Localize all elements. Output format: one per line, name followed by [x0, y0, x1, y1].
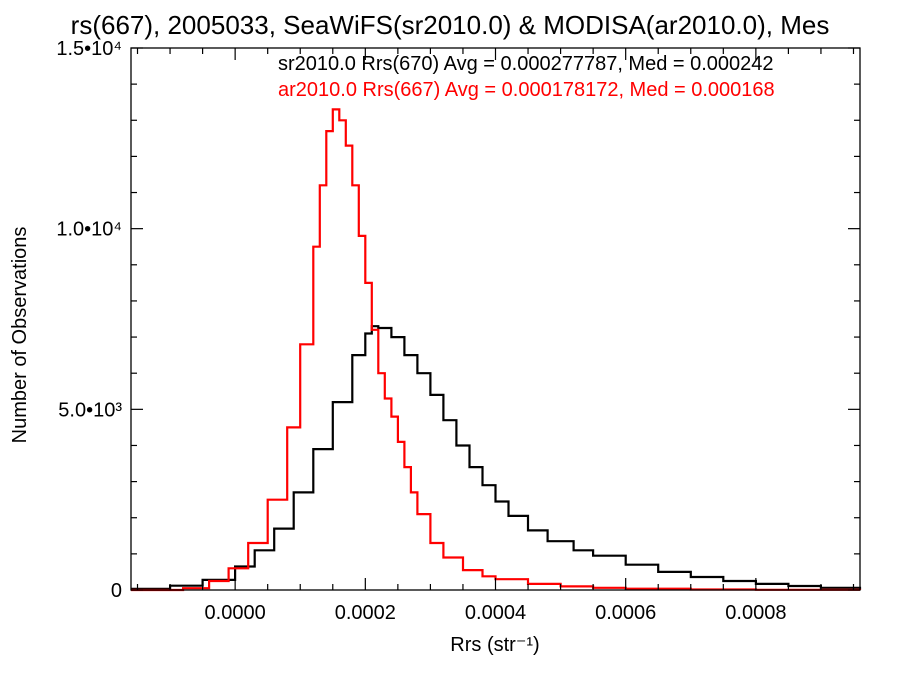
- x-tick-label: 0.0008: [725, 602, 786, 624]
- x-axis-ticks: 0.0000 0.0002 0.0004 0.0006 0.0008: [136, 48, 855, 624]
- chart-title: rs(667), 2005033, SeaWiFS(sr2010.0) & MO…: [71, 10, 830, 40]
- y-axis-ticks: 0 5.0•10³ 1.0•10⁴ 1.5•10⁴: [56, 38, 860, 602]
- x-axis-label: Rrs (str⁻¹): [450, 634, 539, 656]
- x-tick-label: 0.0006: [595, 602, 656, 624]
- y-axis-label: Number of Observations: [9, 227, 31, 444]
- legend: sr2010.0 Rrs(670) Avg = 0.000277787, Med…: [278, 53, 775, 101]
- series-line-2: [131, 108, 862, 592]
- plot-series: [131, 108, 862, 592]
- y-tick-label: 1.5•10⁴: [56, 38, 122, 60]
- x-tick-label: 0.0004: [465, 602, 526, 624]
- y-tick-label: 5.0•10³: [58, 399, 122, 421]
- series-line-1: [131, 325, 862, 590]
- legend-entry-1: sr2010.0 Rrs(670) Avg = 0.000277787, Med…: [278, 53, 774, 75]
- legend-entry-2: ar2010.0 Rrs(667) Avg = 0.000178172, Med…: [278, 79, 775, 101]
- x-tick-label: 0.0000: [205, 602, 266, 624]
- x-tick-label: 0.0002: [335, 602, 396, 624]
- y-tick-label: 0: [111, 580, 122, 602]
- y-tick-label: 1.0•10⁴: [56, 219, 122, 241]
